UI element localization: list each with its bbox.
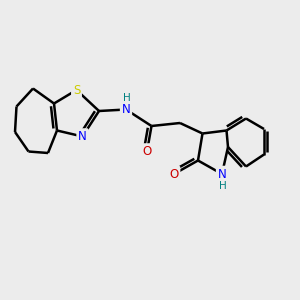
Text: O: O	[169, 167, 178, 181]
Text: S: S	[73, 83, 80, 97]
Text: N: N	[218, 167, 226, 181]
Text: H: H	[219, 181, 227, 191]
Text: H: H	[123, 93, 131, 103]
Text: O: O	[142, 145, 152, 158]
Text: N: N	[78, 130, 87, 143]
Text: N: N	[122, 103, 130, 116]
